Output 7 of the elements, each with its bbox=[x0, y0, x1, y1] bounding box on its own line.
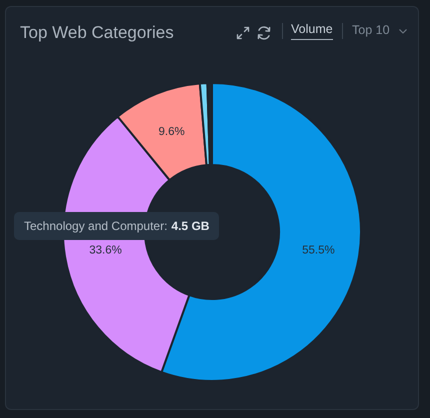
tooltip: Technology and Computer: 4.5 GB bbox=[14, 212, 220, 240]
data-label: 55.5% bbox=[302, 244, 335, 257]
text: Volume bbox=[291, 22, 333, 40]
chart-title: Top Web Categories bbox=[20, 23, 174, 43]
data-label: 33.6% bbox=[89, 244, 122, 256]
data-label: 9.6% bbox=[158, 126, 185, 138]
text: Top 10 bbox=[352, 23, 390, 37]
